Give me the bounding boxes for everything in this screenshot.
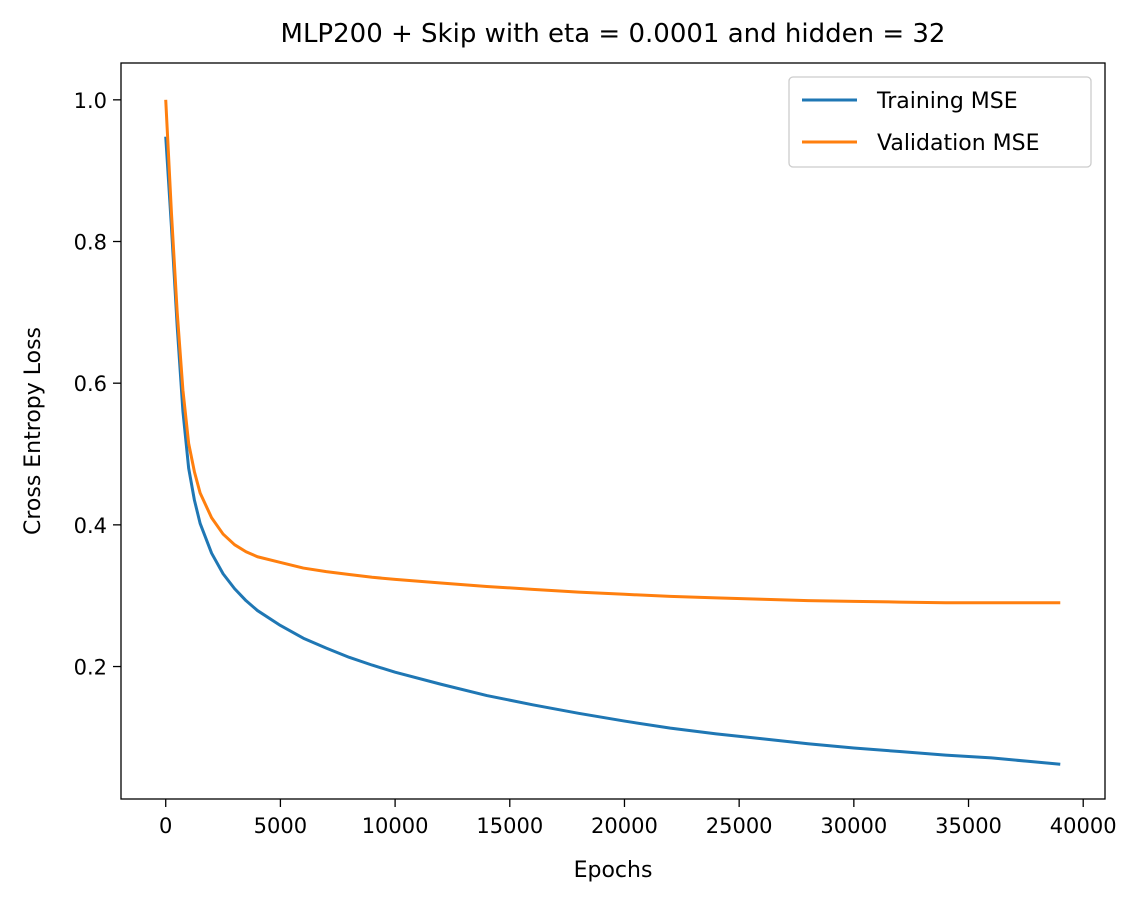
series-line-training	[164, 136, 1061, 766]
y-tick-label: 0.6	[74, 372, 107, 396]
x-axis-label: Epochs	[574, 858, 653, 883]
legend-box	[788, 76, 1092, 168]
x-tick-label: 10000	[362, 814, 429, 838]
x-tick-label: 5000	[254, 814, 307, 838]
legend: Training MSE Validation MSE	[788, 76, 1092, 168]
legend-label-validation: Validation MSE	[877, 131, 1039, 156]
axes-frame	[120, 62, 1106, 800]
series-layer	[164, 99, 1061, 766]
y-axis-label: Cross Entropy Loss	[21, 327, 46, 535]
plot-area	[120, 62, 1106, 800]
series-line-validation	[164, 99, 1061, 605]
chart-title: MLP200 + Skip with eta = 0.0001 and hidd…	[281, 19, 946, 49]
x-tick-label: 0	[159, 814, 172, 838]
x-tick-label: 25000	[706, 814, 773, 838]
x-tick-label: 40000	[1050, 814, 1117, 838]
x-axis-ticks: 0 5000 10000 15000 20000 25000 30000 35000 40000	[159, 799, 1117, 838]
x-tick-label: 15000	[476, 814, 543, 838]
y-tick-label: 0.4	[74, 514, 107, 538]
x-tick-label: 20000	[591, 814, 658, 838]
y-tick-label: 0.8	[74, 231, 107, 255]
legend-label-training: Training MSE	[876, 89, 1018, 114]
y-tick-label: 1.0	[74, 89, 107, 113]
y-tick-label: 0.2	[74, 656, 107, 680]
y-axis-ticks: 0.2 0.4 0.6 0.8 1.0	[74, 89, 121, 680]
x-tick-label: 35000	[935, 814, 1002, 838]
x-tick-label: 30000	[820, 814, 887, 838]
